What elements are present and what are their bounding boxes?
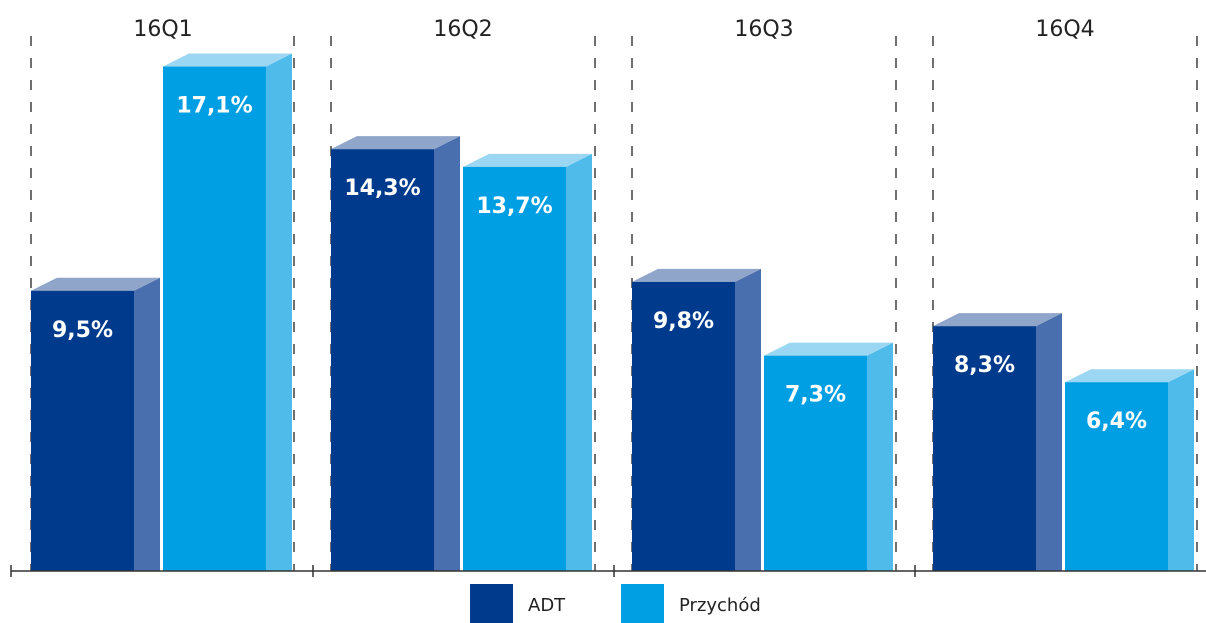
bar-front-face — [1065, 382, 1168, 571]
category-label-16q2: 16Q2 — [433, 17, 492, 42]
legend-swatch — [621, 584, 664, 623]
category-labels: 16Q1 16Q2 16Q3 16Q4 — [133, 17, 1094, 42]
bar-top-face — [1065, 369, 1194, 383]
legend-item-adt: ADT — [470, 584, 566, 623]
bar-adt-16q2: 14,3% — [331, 136, 460, 571]
bar-value-label: 7,3% — [785, 383, 846, 408]
bar-value-label: 9,5% — [52, 318, 113, 343]
legend-label: Przychód — [679, 595, 761, 616]
bar-value-label: 9,8% — [653, 309, 714, 334]
bar-front-face — [163, 66, 266, 572]
bar-front-face — [31, 290, 134, 571]
bar-przych-d-16q1: 17,1% — [163, 53, 292, 572]
legend-swatch — [470, 584, 513, 623]
category-label-16q4: 16Q4 — [1035, 17, 1094, 42]
bar-top-face — [331, 136, 460, 150]
category-label-16q1: 16Q1 — [133, 17, 192, 42]
bar-series: 9,5% 14,3% 9,8% 8,3% 17,1% 13,7% 7,3% 6,4% — [31, 53, 1194, 572]
bar-value-label: 17,1% — [176, 94, 252, 119]
bar-przych-d-16q4: 6,4% — [1065, 369, 1194, 571]
bar-top-face — [163, 53, 292, 67]
bar-value-label: 6,4% — [1086, 409, 1147, 434]
bar-side-face — [434, 136, 460, 571]
bar-side-face — [1168, 369, 1194, 571]
bar-front-face — [632, 281, 735, 571]
bar-side-face — [1036, 313, 1062, 571]
bar-adt-16q4: 8,3% — [933, 313, 1062, 571]
bar-przych-d-16q3: 7,3% — [764, 342, 893, 571]
legend-item-przych-d: Przychód — [621, 584, 761, 623]
bar-adt-16q3: 9,8% — [632, 268, 761, 571]
bar-front-face — [933, 326, 1036, 571]
bar-side-face — [735, 268, 761, 571]
bar-side-face — [266, 53, 292, 572]
bar-top-face — [31, 277, 160, 291]
bar-top-face — [463, 153, 592, 167]
bar-top-face — [764, 342, 893, 356]
bar-top-face — [933, 313, 1062, 327]
bar-front-face — [463, 166, 566, 571]
bar-value-label: 13,7% — [476, 194, 552, 219]
bar-front-face — [331, 149, 434, 571]
bar-front-face — [764, 355, 867, 571]
legend: ADT Przychód — [470, 584, 761, 623]
bar-side-face — [134, 277, 160, 571]
bar-adt-16q1: 9,5% — [31, 277, 160, 571]
bar-value-label: 14,3% — [344, 176, 420, 201]
bar-side-face — [867, 342, 893, 571]
bar-przych-d-16q2: 13,7% — [463, 153, 592, 571]
category-label-16q3: 16Q3 — [734, 17, 793, 42]
bar-top-face — [632, 268, 761, 282]
x-axis — [10, 565, 1206, 577]
bar-side-face — [566, 153, 592, 571]
bar-value-label: 8,3% — [954, 353, 1015, 378]
legend-label: ADT — [528, 595, 566, 616]
